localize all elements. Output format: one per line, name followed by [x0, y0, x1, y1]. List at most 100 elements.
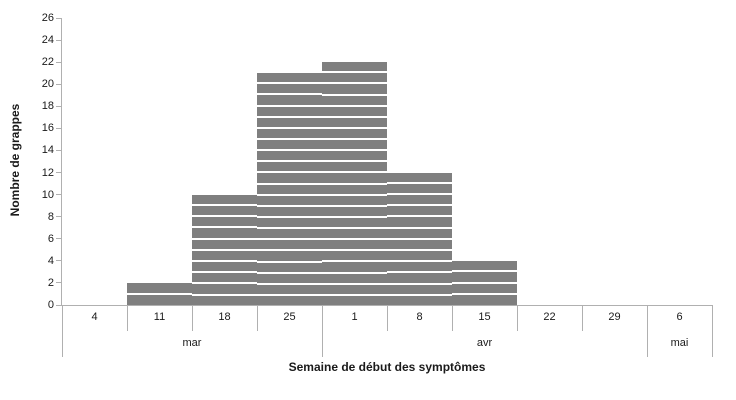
bar-segment [257, 282, 322, 294]
y-tick-label: 4 [47, 254, 54, 267]
y-tick-label: 8 [47, 210, 54, 223]
y-tick-mark [56, 282, 62, 284]
bar-segment [192, 203, 257, 216]
y-tick-mark [56, 216, 62, 218]
bar-segment [257, 294, 322, 306]
bar-week-1 [322, 62, 387, 305]
bar-segment [192, 282, 257, 294]
y-tick-mark [56, 260, 62, 262]
bar-segment [257, 182, 322, 194]
bar-segment [322, 204, 387, 216]
bar-segment [322, 138, 387, 150]
bar-segment [322, 149, 387, 161]
y-tick-mark [56, 194, 62, 196]
bar-segment [322, 293, 387, 305]
y-tick-mark [56, 17, 62, 19]
week-label: 11 [153, 311, 166, 323]
bar-segment [322, 82, 387, 94]
y-tick-mark [56, 39, 62, 41]
bar-segment [387, 293, 452, 305]
y-tick-label: 0 [47, 299, 54, 311]
bar-segment [322, 215, 387, 228]
month-separator [322, 305, 323, 357]
bar-segment [192, 271, 257, 283]
week-label: 6 [676, 311, 683, 323]
y-tick-label: 18 [41, 100, 54, 113]
y-axis-line [61, 18, 62, 306]
y-tick-label: 6 [47, 232, 54, 245]
x-axis-title: Semaine de début des symptômes [288, 360, 486, 374]
week-label: 4 [91, 311, 98, 323]
week-separator [582, 305, 583, 331]
bar-segment [322, 182, 387, 194]
bar-segment [192, 248, 257, 261]
bar-segment [192, 237, 257, 249]
bar-week-15 [452, 260, 517, 305]
y-tick-mark [56, 83, 62, 85]
month-label: avr [476, 337, 493, 349]
week-separator [192, 305, 193, 331]
bar-segment [322, 62, 387, 72]
y-tick-label: 14 [41, 144, 54, 157]
bar-segment [257, 104, 322, 116]
month-separator [62, 305, 63, 357]
y-tick-label: 2 [47, 276, 54, 289]
bar-segment [452, 270, 517, 282]
y-tick-label: 20 [41, 78, 54, 91]
bar-segment [452, 281, 517, 294]
week-label: 8 [416, 311, 423, 323]
bar-segment [387, 237, 452, 249]
y-tick-mark [56, 105, 62, 107]
week-label: 1 [351, 311, 358, 323]
bar-segment [257, 204, 322, 217]
bar-segment [387, 248, 452, 261]
bar-segment [257, 115, 322, 127]
bar-segment [257, 238, 322, 250]
bar-segment [257, 126, 322, 139]
y-tick-label: 26 [41, 12, 54, 24]
week-label: 25 [283, 311, 296, 323]
bar-segment [322, 71, 387, 83]
bar-segment [257, 227, 322, 239]
bar-segment [322, 282, 387, 294]
y-tick-label: 16 [41, 122, 54, 135]
bar-week-11 [127, 282, 192, 305]
bar-segment [322, 260, 387, 272]
week-separator [387, 305, 388, 331]
y-tick-label: 10 [41, 188, 54, 201]
bar-segment [322, 115, 387, 127]
bar-segment [387, 204, 452, 216]
bar-segment [387, 282, 452, 294]
bar-segment [192, 215, 257, 227]
y-tick-mark [56, 304, 62, 306]
bar-segment [257, 249, 322, 261]
bar-segment [257, 171, 322, 183]
y-tick-mark [56, 149, 62, 151]
bar-segment [257, 93, 322, 105]
week-label: 22 [543, 311, 556, 323]
week-separator [257, 305, 258, 331]
bar-segment [322, 227, 387, 239]
bar-segment [192, 194, 257, 204]
bar-segment [387, 192, 452, 205]
bar-week-25 [257, 73, 322, 306]
bar-segment [257, 73, 322, 83]
bar-segment [322, 171, 387, 183]
bar-segment [257, 149, 322, 161]
week-separator [452, 305, 453, 331]
week-separator [127, 305, 128, 331]
week-separator [517, 305, 518, 331]
bar-segment [257, 138, 322, 150]
week-label: 29 [608, 311, 621, 323]
bar-segment [257, 193, 322, 205]
bar-segment [257, 260, 322, 272]
week-label: 15 [478, 311, 491, 323]
bar-segment [322, 126, 387, 139]
y-tick-mark [56, 172, 62, 174]
month-separator [647, 305, 648, 357]
bar-segment [452, 293, 517, 305]
bar-segment [322, 271, 387, 283]
bar-segment [257, 216, 322, 228]
y-tick-mark [56, 238, 62, 240]
y-tick-mark [56, 127, 62, 129]
